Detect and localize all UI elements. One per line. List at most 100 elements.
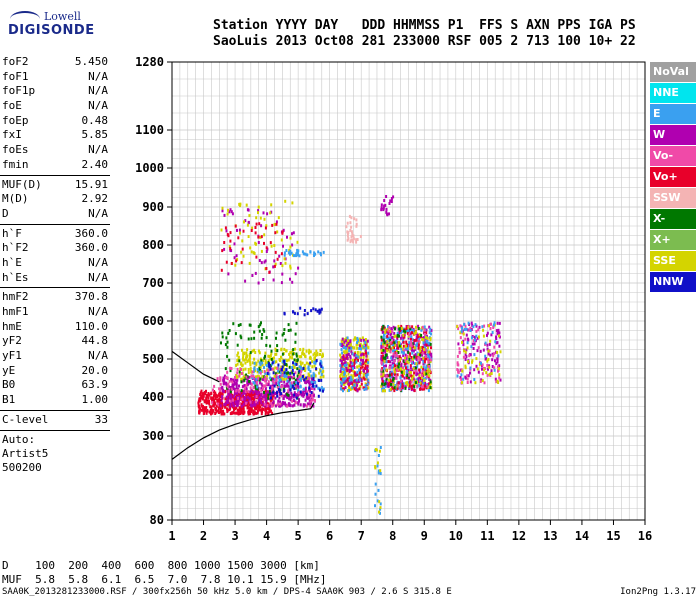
data-point — [240, 404, 243, 408]
data-point — [214, 394, 217, 398]
data-point — [269, 404, 272, 408]
data-point — [377, 454, 380, 457]
data-point — [350, 374, 353, 378]
data-point — [497, 334, 500, 338]
data-point — [378, 510, 380, 514]
data-point — [424, 376, 427, 380]
data-point — [213, 384, 216, 388]
y-tick-label: 600 — [142, 314, 164, 328]
data-point — [347, 382, 350, 386]
data-point — [419, 385, 422, 389]
data-point — [299, 363, 302, 367]
data-point — [297, 401, 300, 405]
data-point — [226, 212, 229, 216]
data-point — [293, 311, 296, 315]
legend-item-ssw: SSW — [650, 188, 696, 208]
data-point — [490, 369, 493, 373]
data-point — [393, 370, 396, 374]
data-point — [462, 343, 465, 347]
data-point — [214, 412, 217, 415]
data-point — [276, 366, 279, 370]
data-point — [279, 262, 282, 265]
data-point — [239, 231, 241, 235]
param-value: 2.40 — [81, 157, 109, 171]
data-point — [376, 461, 379, 465]
data-point — [281, 365, 284, 369]
data-point — [247, 368, 250, 371]
data-point — [388, 378, 391, 382]
data-point — [300, 378, 302, 382]
data-point — [267, 359, 270, 363]
data-point — [215, 408, 217, 411]
data-point — [253, 361, 256, 365]
data-point — [313, 385, 316, 389]
data-point — [418, 368, 421, 372]
data-point — [473, 368, 476, 372]
data-point — [493, 345, 496, 349]
data-point — [219, 398, 222, 402]
data-point — [405, 369, 408, 373]
data-point — [290, 391, 293, 395]
data-point — [377, 469, 380, 473]
data-point — [463, 322, 466, 326]
data-point — [365, 373, 368, 377]
data-point — [348, 343, 351, 347]
data-point — [311, 398, 314, 402]
data-point — [462, 355, 465, 359]
data-point — [264, 351, 267, 355]
data-point — [315, 359, 318, 363]
data-point — [250, 397, 253, 401]
data-point — [264, 392, 267, 396]
data-point — [307, 393, 310, 397]
y-tick-label: 900 — [142, 200, 164, 214]
data-point — [377, 471, 380, 475]
data-point — [221, 335, 224, 339]
param-row: yE 20.0 — [0, 364, 110, 379]
data-point — [471, 360, 473, 364]
data-point — [246, 378, 249, 382]
data-point — [352, 338, 355, 342]
data-point — [418, 339, 421, 343]
data-point — [280, 355, 282, 359]
data-point — [350, 380, 353, 384]
data-point — [390, 366, 393, 370]
data-point — [272, 265, 275, 269]
data-point — [307, 380, 310, 384]
data-point — [378, 500, 381, 504]
data-point — [410, 378, 413, 382]
data-point — [239, 412, 242, 415]
data-point — [467, 321, 470, 325]
data-point — [304, 355, 307, 359]
data-point — [383, 380, 386, 384]
data-point — [253, 366, 256, 370]
legend-item-e: E — [650, 104, 696, 124]
data-point — [236, 403, 239, 407]
data-point — [298, 254, 301, 258]
data-point — [388, 388, 391, 392]
data-point — [396, 354, 399, 358]
data-point — [256, 387, 259, 391]
data-point — [281, 358, 284, 362]
data-point — [292, 361, 294, 365]
data-point — [422, 366, 425, 369]
data-point — [226, 389, 229, 393]
data-point — [342, 387, 345, 391]
data-point — [302, 374, 304, 378]
data-point — [408, 373, 411, 377]
data-point — [241, 239, 244, 243]
data-point — [313, 399, 316, 402]
data-point — [340, 371, 343, 375]
data-point — [387, 325, 389, 328]
data-point — [295, 378, 298, 382]
data-point — [479, 380, 482, 383]
data-point — [220, 386, 223, 390]
data-point — [258, 351, 261, 355]
data-point — [234, 388, 236, 391]
param-value: N/A — [88, 84, 108, 98]
data-point — [322, 374, 325, 378]
data-point — [298, 380, 301, 384]
data-point — [476, 367, 479, 371]
y-tick-label: 80 — [150, 513, 164, 527]
data-point — [271, 361, 274, 365]
param-label: yF2 — [2, 334, 22, 348]
